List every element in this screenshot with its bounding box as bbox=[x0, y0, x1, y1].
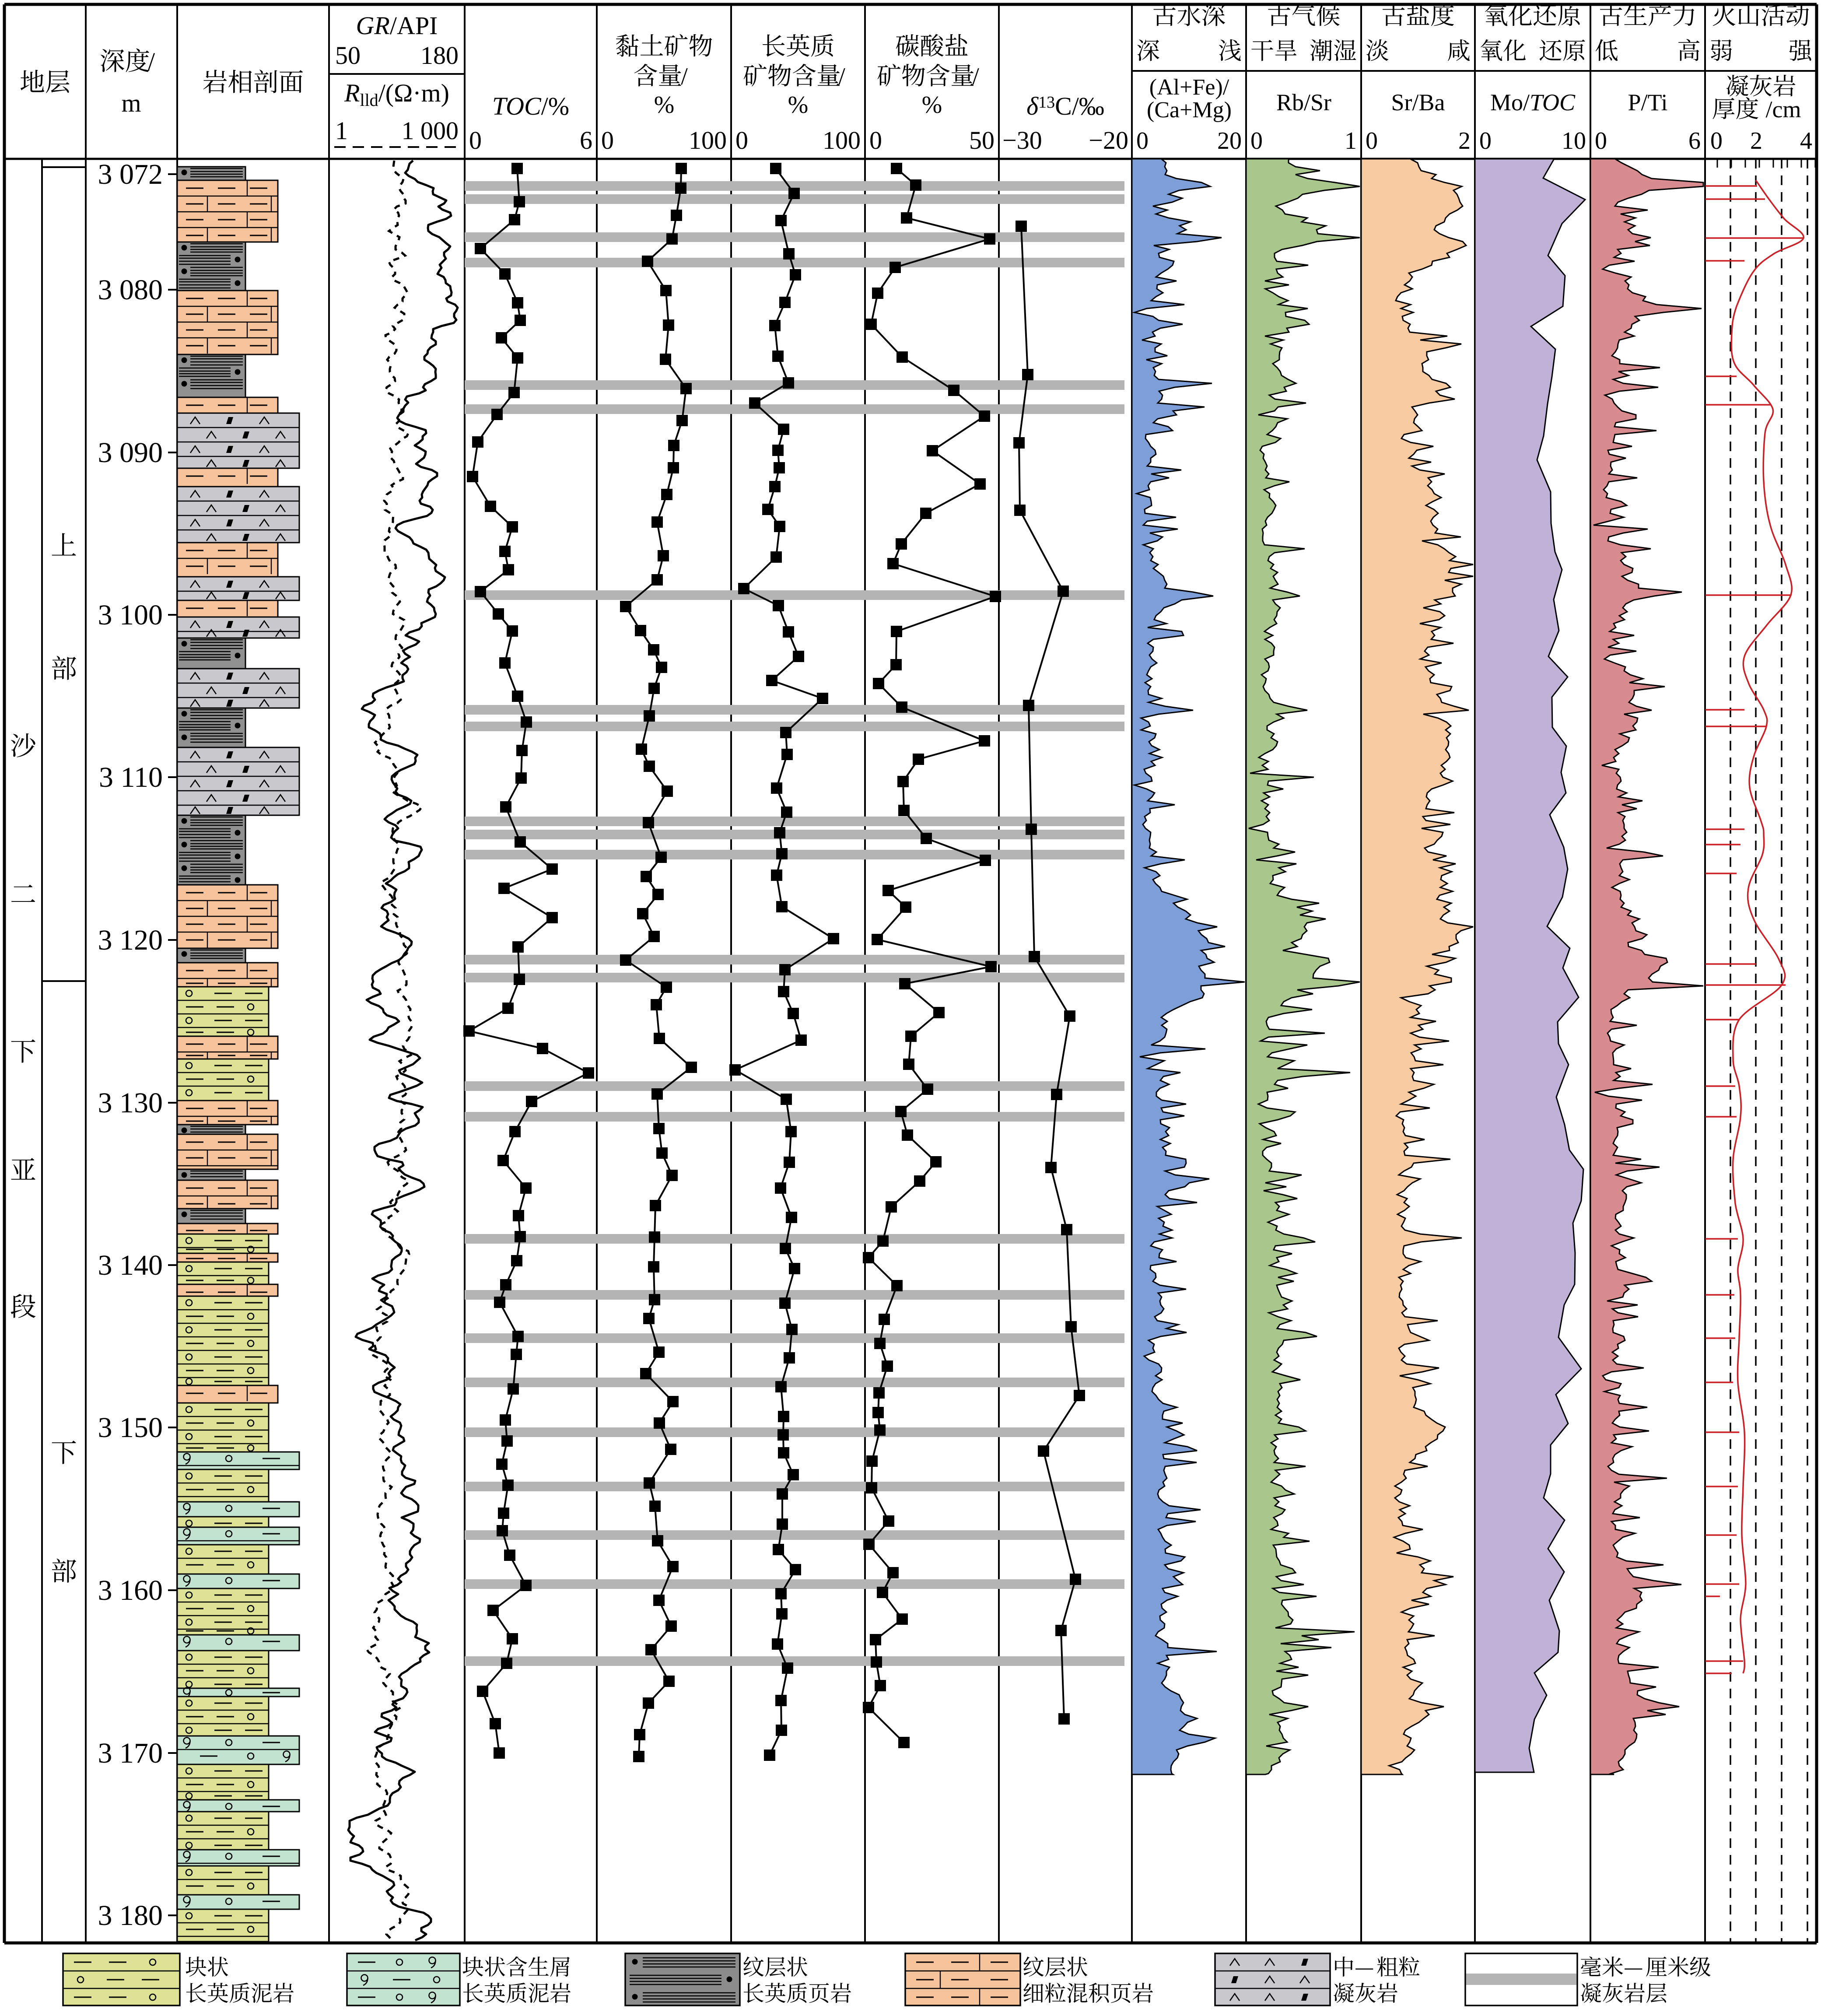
svg-text:/: / bbox=[838, 63, 845, 90]
svg-text:Sr/Ba: Sr/Ba bbox=[1391, 89, 1445, 116]
svg-text:3 170: 3 170 bbox=[98, 1737, 163, 1769]
svg-text:2: 2 bbox=[1750, 127, 1762, 154]
svg-text:1: 1 bbox=[335, 116, 348, 145]
svg-text:0: 0 bbox=[1366, 127, 1378, 154]
svg-text:P/Ti: P/Ti bbox=[1628, 89, 1667, 116]
svg-text:0: 0 bbox=[1250, 127, 1263, 154]
svg-text:/cm: /cm bbox=[1766, 96, 1801, 123]
svg-text:3 110: 3 110 bbox=[99, 761, 163, 793]
svg-text:%: % bbox=[788, 91, 809, 119]
svg-text:4: 4 bbox=[1800, 127, 1812, 154]
svg-text:0: 0 bbox=[1136, 127, 1149, 154]
svg-text:/: / bbox=[681, 63, 688, 90]
svg-text:Rb/Sr: Rb/Sr bbox=[1276, 89, 1331, 116]
svg-text:10: 10 bbox=[1562, 127, 1586, 154]
svg-text:3 100: 3 100 bbox=[98, 599, 163, 631]
svg-text:2: 2 bbox=[1458, 127, 1471, 154]
svg-text:3 160: 3 160 bbox=[98, 1574, 163, 1606]
svg-text:0: 0 bbox=[1479, 127, 1492, 154]
svg-text:0: 0 bbox=[469, 126, 482, 154]
svg-text:6: 6 bbox=[580, 126, 592, 154]
svg-text:m: m bbox=[121, 89, 141, 117]
svg-text:/: / bbox=[972, 63, 979, 90]
svg-text:6: 6 bbox=[1688, 127, 1701, 154]
svg-text:%: % bbox=[922, 91, 942, 119]
svg-text:1: 1 bbox=[1345, 127, 1357, 154]
svg-text:3 180: 3 180 bbox=[98, 1900, 163, 1932]
svg-text:3 080: 3 080 bbox=[98, 274, 163, 306]
svg-text:0: 0 bbox=[1710, 127, 1723, 154]
svg-text:GR/API: GR/API bbox=[356, 11, 438, 40]
svg-text:0: 0 bbox=[869, 126, 882, 154]
svg-text:3 120: 3 120 bbox=[98, 924, 163, 956]
svg-text:3 072: 3 072 bbox=[98, 158, 163, 190]
svg-text:180: 180 bbox=[420, 41, 459, 70]
svg-text:(Ca+Mg): (Ca+Mg) bbox=[1147, 98, 1232, 123]
svg-text:3 150: 3 150 bbox=[98, 1412, 163, 1444]
svg-text:(Al+Fe)/: (Al+Fe)/ bbox=[1149, 75, 1229, 100]
svg-text:3 130: 3 130 bbox=[98, 1087, 163, 1119]
svg-text:50: 50 bbox=[969, 126, 995, 154]
svg-text:Mo/TOC: Mo/TOC bbox=[1490, 89, 1576, 116]
svg-text:Rlld/(Ω·m): Rlld/(Ω·m) bbox=[344, 79, 449, 110]
svg-text:0: 0 bbox=[601, 126, 614, 154]
svg-text:20: 20 bbox=[1217, 127, 1242, 154]
svg-text:−20: −20 bbox=[1089, 126, 1128, 154]
svg-text:50: 50 bbox=[335, 41, 361, 70]
svg-text:0: 0 bbox=[735, 126, 748, 154]
svg-text:0: 0 bbox=[1595, 127, 1607, 154]
svg-text:100: 100 bbox=[823, 126, 861, 154]
svg-text:/: / bbox=[148, 47, 155, 76]
svg-text:%: % bbox=[654, 91, 675, 119]
svg-text:100: 100 bbox=[689, 126, 727, 154]
svg-text:δ13C/‰: δ13C/‰ bbox=[1026, 92, 1104, 120]
svg-text:1 000: 1 000 bbox=[402, 116, 459, 145]
svg-text:3 090: 3 090 bbox=[98, 437, 163, 469]
svg-text:TOC/%: TOC/% bbox=[492, 92, 569, 120]
svg-text:−30: −30 bbox=[1002, 126, 1042, 154]
svg-text:3 140: 3 140 bbox=[98, 1249, 163, 1281]
